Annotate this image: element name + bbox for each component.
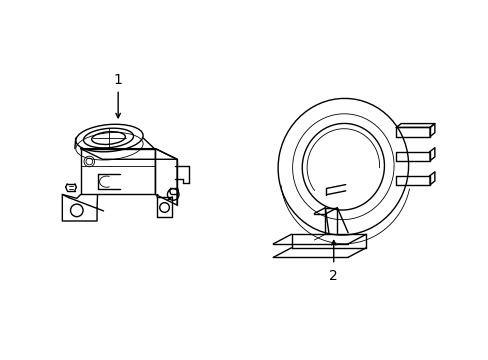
Text: 1: 1 bbox=[114, 73, 122, 87]
Text: 2: 2 bbox=[328, 269, 337, 283]
